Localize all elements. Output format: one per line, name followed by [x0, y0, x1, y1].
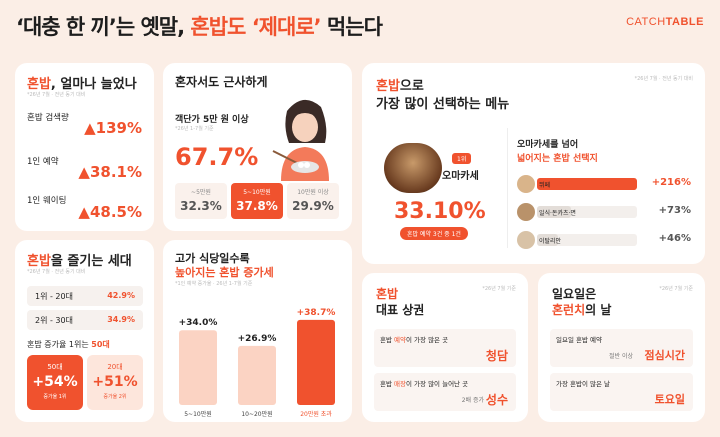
food-icon [517, 175, 535, 193]
gen-row: 2위 - 30대 34.9% [27, 310, 143, 330]
card-title: 혼밥, 얼마나 늘었나 [27, 77, 137, 92]
page-title: ‘대충 한 끼’는 옛말, 혼밥도 ‘제대로’ 먹는다 [16, 11, 383, 41]
menu-pill: 혼밥 예약 3건 중 1건 [400, 227, 468, 240]
row-label: 혼밥 검색량 [27, 113, 69, 123]
gen-row: 1위 - 20대 42.9% [27, 286, 143, 306]
divider [507, 128, 508, 248]
card-note: *26년 7월 · 전년 동기 대비 [27, 269, 86, 275]
bar-value-label: +26.9% [238, 334, 277, 344]
option-value: +46% [658, 233, 691, 244]
district-row: 혼밥 예약이 가장 많은 곳 청담 [374, 329, 516, 367]
title-accent: 혼밥도 [190, 15, 252, 39]
bar [297, 319, 335, 405]
price-opt-2: 5~10만원 37.8% [231, 183, 283, 219]
growth-line: 혼밥 증가율 1위는 50대 [27, 340, 110, 349]
card-growth: 혼밥, 얼마나 늘었나 *26년 7월 · 전년 동기 대비 혼밥 검색량 ▲1… [15, 63, 154, 231]
card-title: 일요일은 [552, 287, 597, 301]
bar-category-label: 5~10만원 [184, 410, 212, 418]
bar [238, 345, 276, 405]
card-title: 혼밥을 즐기는 세대 [27, 254, 132, 269]
card-menu: 혼밥으로 가장 많이 선택하는 메뉴 *26년 7월 · 전년 동기 대비 1위… [362, 63, 705, 264]
food-icon [517, 231, 535, 249]
card-note: *26년 7월 기준 [659, 286, 693, 292]
bar [179, 330, 217, 405]
sunday-row: 가장 혼밥이 많은 날 토요일 [550, 373, 693, 411]
district-row: 혼밥 매장이 가장 많이 늘어난 곳 2배 증가 성수 [374, 373, 516, 411]
title-part-end: 먹는다 [320, 15, 383, 39]
card-title: 혼밥으로 [376, 79, 424, 94]
card-title: 대표 상권 [376, 303, 425, 317]
card-note: *26년 7월 기준 [482, 286, 516, 292]
bar-value-label: +34.0% [179, 318, 218, 328]
card-district: 혼밥 대표 상권 *26년 7월 기준 혼밥 예약이 가장 많은 곳 청담 혼밥… [362, 273, 528, 422]
row-value: ▲48.5% [78, 203, 142, 221]
bar-category-label: 20만원 초과 [300, 410, 332, 418]
card-note: *26년 7월 · 전년 동기 대비 [27, 92, 86, 98]
title-accent-quote: ‘제대로’ [251, 15, 322, 39]
bar-value-label: +38.7% [297, 308, 336, 318]
bar-chart: +34.0% 5~10만원 +26.9% 10~20만원 +38.7% 20만원 초과 [179, 308, 336, 418]
card-generation: 혼밥을 즐기는 세대 *26년 7월 · 전년 동기 대비 1위 - 20대 4… [15, 240, 154, 422]
option-label: 이탈리안 [539, 238, 562, 245]
price-opt-1: ~5만원 32.3% [175, 183, 227, 219]
card-price-growth: 고가 식당일수록 높아지는 혼밥 증가세 *1인 예약 증가율 · 26년 1-… [163, 240, 352, 422]
woman-eating-illustration [272, 99, 329, 181]
option-bar-fill [537, 234, 559, 246]
option-label: 뷔페 [539, 182, 551, 189]
omakase-photo [384, 143, 442, 193]
title-part: ‘대충 한 끼’는 옛말, [16, 15, 191, 39]
age-box-20: 20대 +51% 증가율 2위 [87, 355, 143, 410]
option-bar-fill [537, 206, 571, 218]
card-sub: 객단가 5만 원 이상 [175, 115, 249, 125]
option-bar-track [537, 234, 637, 246]
catchtable-logo: CATCHTABLE [626, 16, 704, 28]
row-label: 1인 예약 [27, 157, 59, 167]
row-value: ▲38.1% [78, 163, 142, 181]
option-label: 일식·돈카츠·면 [539, 210, 576, 217]
big-percent: 67.7% [175, 143, 259, 171]
rank-badge: 1위 [452, 153, 472, 164]
card-title-accent: 높아지는 혼밥 증가세 [175, 266, 274, 279]
option-bar-fill [537, 178, 637, 190]
card-title-accent: 혼밥 [376, 287, 399, 301]
card-title: 혼자서도 근사하게 [175, 75, 268, 89]
card-price: 혼자서도 근사하게 객단가 5만 원 이상 *26년 1-7월 기준 67.7%… [163, 63, 352, 231]
price-opt-3: 10만원 이상 29.9% [287, 183, 339, 219]
menu-name: 오마카세 [442, 171, 479, 182]
bar-category-label: 10~20만원 [241, 410, 272, 418]
sub-title: 오마카세를 넘어 [517, 140, 579, 150]
card-title-2: 혼런치의 날 [552, 303, 612, 317]
row-value: ▲139% [84, 119, 142, 137]
sunday-row: 일요일 혼밥 예약 절반 이상 점심시간 [550, 329, 693, 367]
card-note: *26년 7월 · 전년 동기 대비 [634, 76, 693, 82]
card-sunday: 일요일은 혼런치의 날 *26년 7월 기준 일요일 혼밥 예약 절반 이상 점… [538, 273, 705, 422]
menu-percent: 33.10% [394, 199, 486, 224]
age-box-50: 50대 +54% 증가율 1위 [27, 355, 83, 410]
row-label: 1인 웨이팅 [27, 196, 67, 206]
card-note: *1인 예약 증가율 · 26년 1-7월 기준 [175, 281, 253, 287]
card-title-2: 가장 많이 선택하는 메뉴 [376, 97, 510, 112]
card-note: *26년 1-7월 기준 [175, 126, 214, 132]
option-value: +216% [651, 177, 691, 188]
food-icon [517, 203, 535, 221]
sub-title-accent: 넓어지는 혼밥 선택지 [517, 154, 598, 164]
option-value: +73% [658, 205, 691, 216]
card-title: 고가 식당일수록 [175, 252, 250, 265]
